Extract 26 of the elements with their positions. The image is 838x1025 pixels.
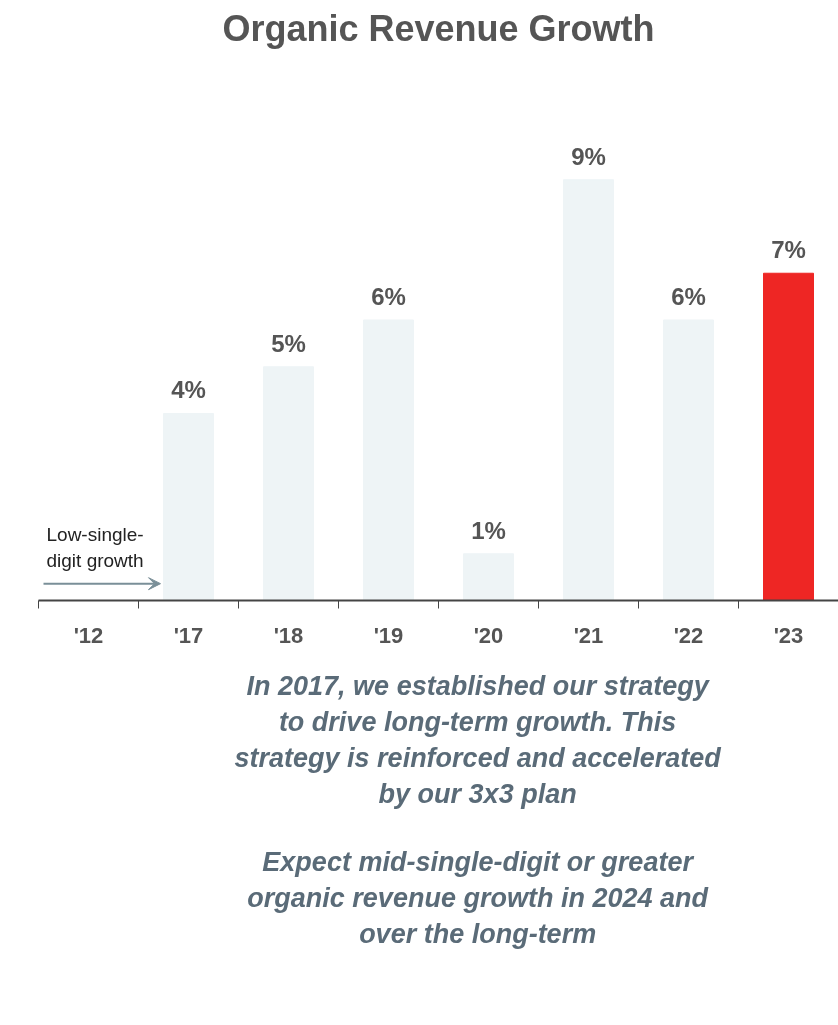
x-tick-label: '18 [273,622,304,648]
bar [663,319,714,601]
bar [763,272,814,601]
x-tick-label: '17 [173,622,204,648]
x-tick-label: '20 [473,622,504,648]
annotation: Low-single- digit growth [46,523,144,572]
bar [163,412,214,601]
x-tick-label: '22 [673,622,704,648]
data-label: 6% [671,282,706,310]
data-label: 5% [271,329,306,357]
text: Expect mid-single-digit or greater organic revenue growth in 2024 and over the long-term [247,846,709,949]
data-label: 7% [771,236,806,264]
data-label: 9% [571,142,606,170]
x-tick-label: '12 [73,622,104,648]
bar [363,319,414,601]
bar [463,553,514,601]
bar [563,179,614,601]
data-label: 4% [171,376,206,404]
x-tick-label: '23 [773,622,804,648]
x-tick-label: '21 [573,622,604,648]
bar [263,366,314,601]
text: In 2017, we established our strategy to drive long-term growth. This strategy is reinforced and accelerated by our 3x3 plan [234,670,722,809]
x-tick-label: '19 [373,622,404,648]
chart-title: Organic Revenue Growth [222,7,655,49]
data-label: 1% [471,516,506,544]
data-label: 6% [371,282,406,310]
